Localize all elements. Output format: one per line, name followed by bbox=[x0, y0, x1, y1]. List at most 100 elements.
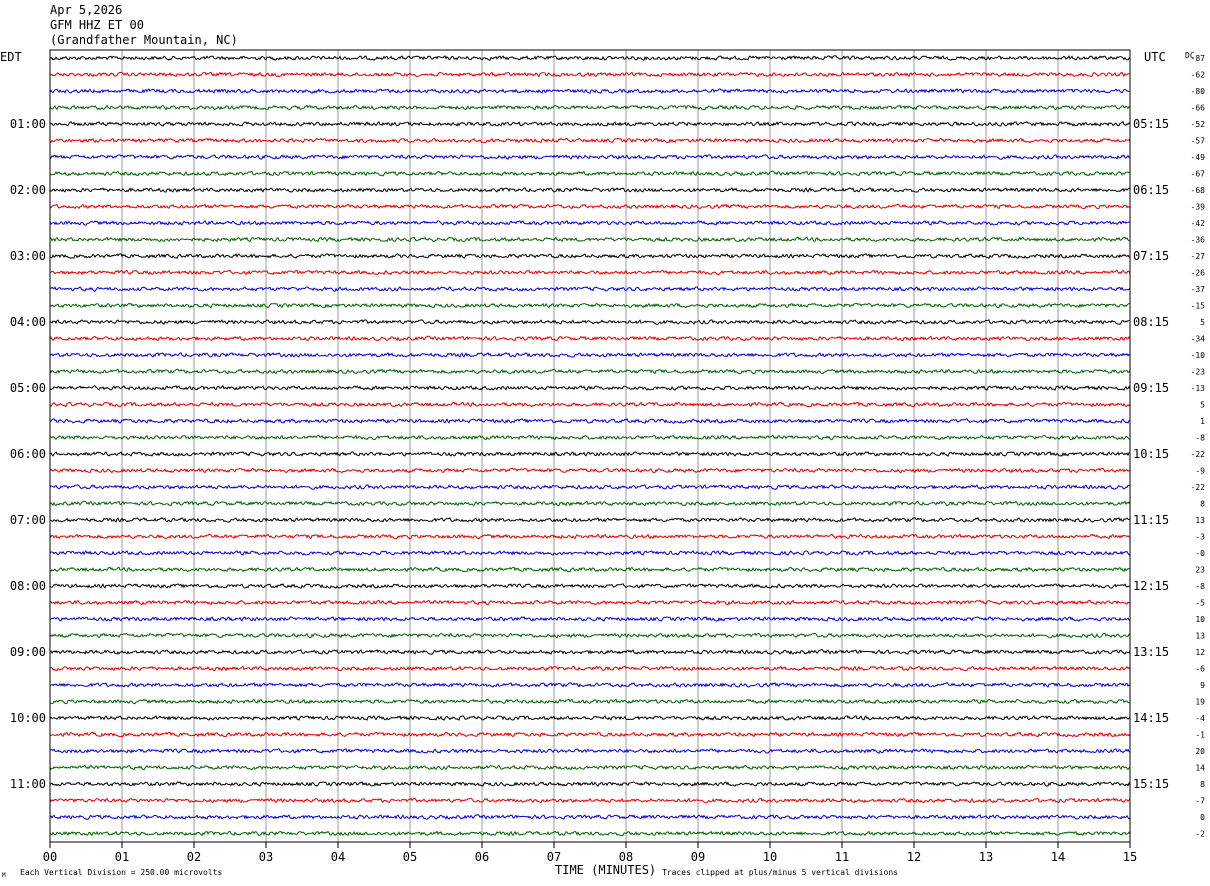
dc-offset-label: -2 bbox=[1195, 830, 1205, 839]
seismic-trace bbox=[49, 665, 1131, 672]
corner-mark: M bbox=[2, 872, 6, 879]
dc-offset-label: -4 bbox=[1195, 714, 1205, 723]
left-time-label: 08:00 bbox=[10, 579, 46, 593]
seismic-trace bbox=[49, 253, 1131, 259]
seismic-trace bbox=[49, 682, 1131, 688]
dc-offset-label: -87 bbox=[1191, 54, 1206, 63]
dc-offset-label: 14 bbox=[1195, 764, 1205, 773]
station-date: Apr 5,2026 bbox=[50, 3, 123, 17]
x-tick-labels: 00 01 02 03 04 05 06 07 08 09 10 11 12 13 14 15 bbox=[43, 842, 1137, 864]
dc-offset-label: 10 bbox=[1195, 615, 1205, 624]
dc-offset-label: -5 bbox=[1195, 599, 1205, 608]
seismic-trace bbox=[49, 649, 1131, 655]
dc-offset-label: -26 bbox=[1191, 269, 1206, 278]
dc-offset-label: -8 bbox=[1195, 582, 1205, 591]
seismic-trace bbox=[49, 302, 1131, 309]
right-time-labels: 05:15 06:15 07:15 08:15 09:15 10:15 11:15 12:15… bbox=[1133, 117, 1169, 791]
dc-offset-label: -10 bbox=[1191, 351, 1206, 360]
x-tick-label: 11 bbox=[835, 850, 849, 864]
seismic-trace bbox=[49, 748, 1131, 754]
seismic-trace bbox=[49, 583, 1131, 589]
left-time-label: 03:00 bbox=[10, 249, 46, 263]
x-tick-label: 12 bbox=[907, 850, 921, 864]
dc-offset-label: 5 bbox=[1200, 401, 1205, 410]
dc-offset-label: -57 bbox=[1191, 137, 1206, 146]
x-tick-label: 01 bbox=[115, 850, 129, 864]
station-channel: GFM HHZ ET 00 bbox=[50, 18, 144, 32]
seismic-trace bbox=[49, 170, 1131, 177]
x-tick-label: 10 bbox=[763, 850, 777, 864]
seismic-trace bbox=[49, 55, 1131, 61]
dc-offset-label: -52 bbox=[1191, 120, 1206, 129]
seismic-trace bbox=[49, 797, 1131, 804]
seismic-trace bbox=[49, 781, 1131, 787]
seismic-trace bbox=[49, 500, 1131, 507]
dc-offset-label: 8 bbox=[1200, 500, 1205, 509]
x-tick-label: 04 bbox=[331, 850, 345, 864]
seismic-trace bbox=[49, 715, 1131, 721]
dc-header-label: DC bbox=[1185, 51, 1195, 60]
left-time-label: 05:00 bbox=[10, 381, 46, 395]
left-time-labels: 01:00 02:00 03:00 04:00 05:00 06:00 07:00 08:00… bbox=[10, 117, 46, 791]
clip-note: Traces clipped at plus/minus 5 vertical … bbox=[662, 868, 898, 877]
left-time-label: 09:00 bbox=[10, 645, 46, 659]
seismic-trace bbox=[50, 236, 1131, 243]
seismic-trace bbox=[49, 286, 1131, 292]
x-tick-label: 00 bbox=[43, 850, 57, 864]
seismic-trace bbox=[49, 434, 1131, 441]
right-time-label: 07:15 bbox=[1133, 249, 1169, 263]
dc-offset-label: 0 bbox=[1200, 813, 1205, 822]
dc-offset-label: -8 bbox=[1195, 434, 1205, 443]
x-tick-label: 09 bbox=[691, 850, 705, 864]
seismic-trace bbox=[49, 698, 1131, 705]
dc-offset-label: 13 bbox=[1195, 516, 1205, 525]
x-tick-label: 08 bbox=[619, 850, 633, 864]
dc-offset-label: -22 bbox=[1191, 450, 1206, 459]
right-time-label: 06:15 bbox=[1133, 183, 1169, 197]
dc-offset-label: -49 bbox=[1191, 153, 1206, 162]
dc-offset-label: -0 bbox=[1195, 549, 1205, 558]
left-time-label: 11:00 bbox=[10, 777, 46, 791]
x-tick-label: 05 bbox=[403, 850, 417, 864]
left-time-label: 07:00 bbox=[10, 513, 46, 527]
dc-offset-label: -37 bbox=[1191, 285, 1206, 294]
x-axis-title: TIME (MINUTES) bbox=[555, 863, 656, 877]
dc-offset-label: -13 bbox=[1191, 384, 1206, 393]
seismic-trace bbox=[49, 484, 1131, 490]
dc-offset-label: 5 bbox=[1200, 318, 1205, 327]
seismic-trace bbox=[49, 533, 1131, 540]
seismic-trace bbox=[49, 104, 1131, 111]
dc-offset-label: -36 bbox=[1191, 236, 1206, 245]
dc-offset-label: -1 bbox=[1195, 731, 1205, 740]
seismic-trace bbox=[49, 566, 1131, 573]
seismic-trace bbox=[49, 830, 1131, 837]
dc-offset-label: -67 bbox=[1191, 170, 1206, 179]
dc-offset-label: -66 bbox=[1191, 104, 1206, 113]
x-tick-label: 13 bbox=[979, 850, 993, 864]
seismic-trace bbox=[49, 418, 1131, 424]
dc-offset-label: -62 bbox=[1191, 71, 1206, 80]
seismic-trace bbox=[49, 269, 1131, 276]
seismic-trace bbox=[49, 368, 1131, 375]
seismic-trace bbox=[49, 187, 1131, 193]
seismic-trace bbox=[49, 517, 1131, 523]
trace-group bbox=[49, 55, 1131, 837]
x-tick-label: 02 bbox=[187, 850, 201, 864]
plot-frame bbox=[49, 49, 1131, 843]
seismic-trace bbox=[49, 137, 1131, 144]
right-time-label: 13:15 bbox=[1133, 645, 1169, 659]
seismic-trace bbox=[49, 599, 1131, 606]
dc-offset-label: -42 bbox=[1191, 219, 1206, 228]
right-time-label: 11:15 bbox=[1133, 513, 1169, 527]
dc-offset-label: -80 bbox=[1191, 87, 1206, 96]
dc-offset-label: -15 bbox=[1191, 302, 1206, 311]
right-time-label: 10:15 bbox=[1133, 447, 1169, 461]
right-zone-label: UTC bbox=[1144, 50, 1166, 64]
left-zone-label: EDT bbox=[0, 50, 22, 64]
dc-offset-label: -27 bbox=[1191, 252, 1206, 261]
dc-offset-label: -9 bbox=[1195, 467, 1205, 476]
dc-offset-label: 8 bbox=[1200, 780, 1205, 789]
seismic-trace bbox=[49, 203, 1131, 210]
dc-offset-label: -22 bbox=[1191, 483, 1206, 492]
